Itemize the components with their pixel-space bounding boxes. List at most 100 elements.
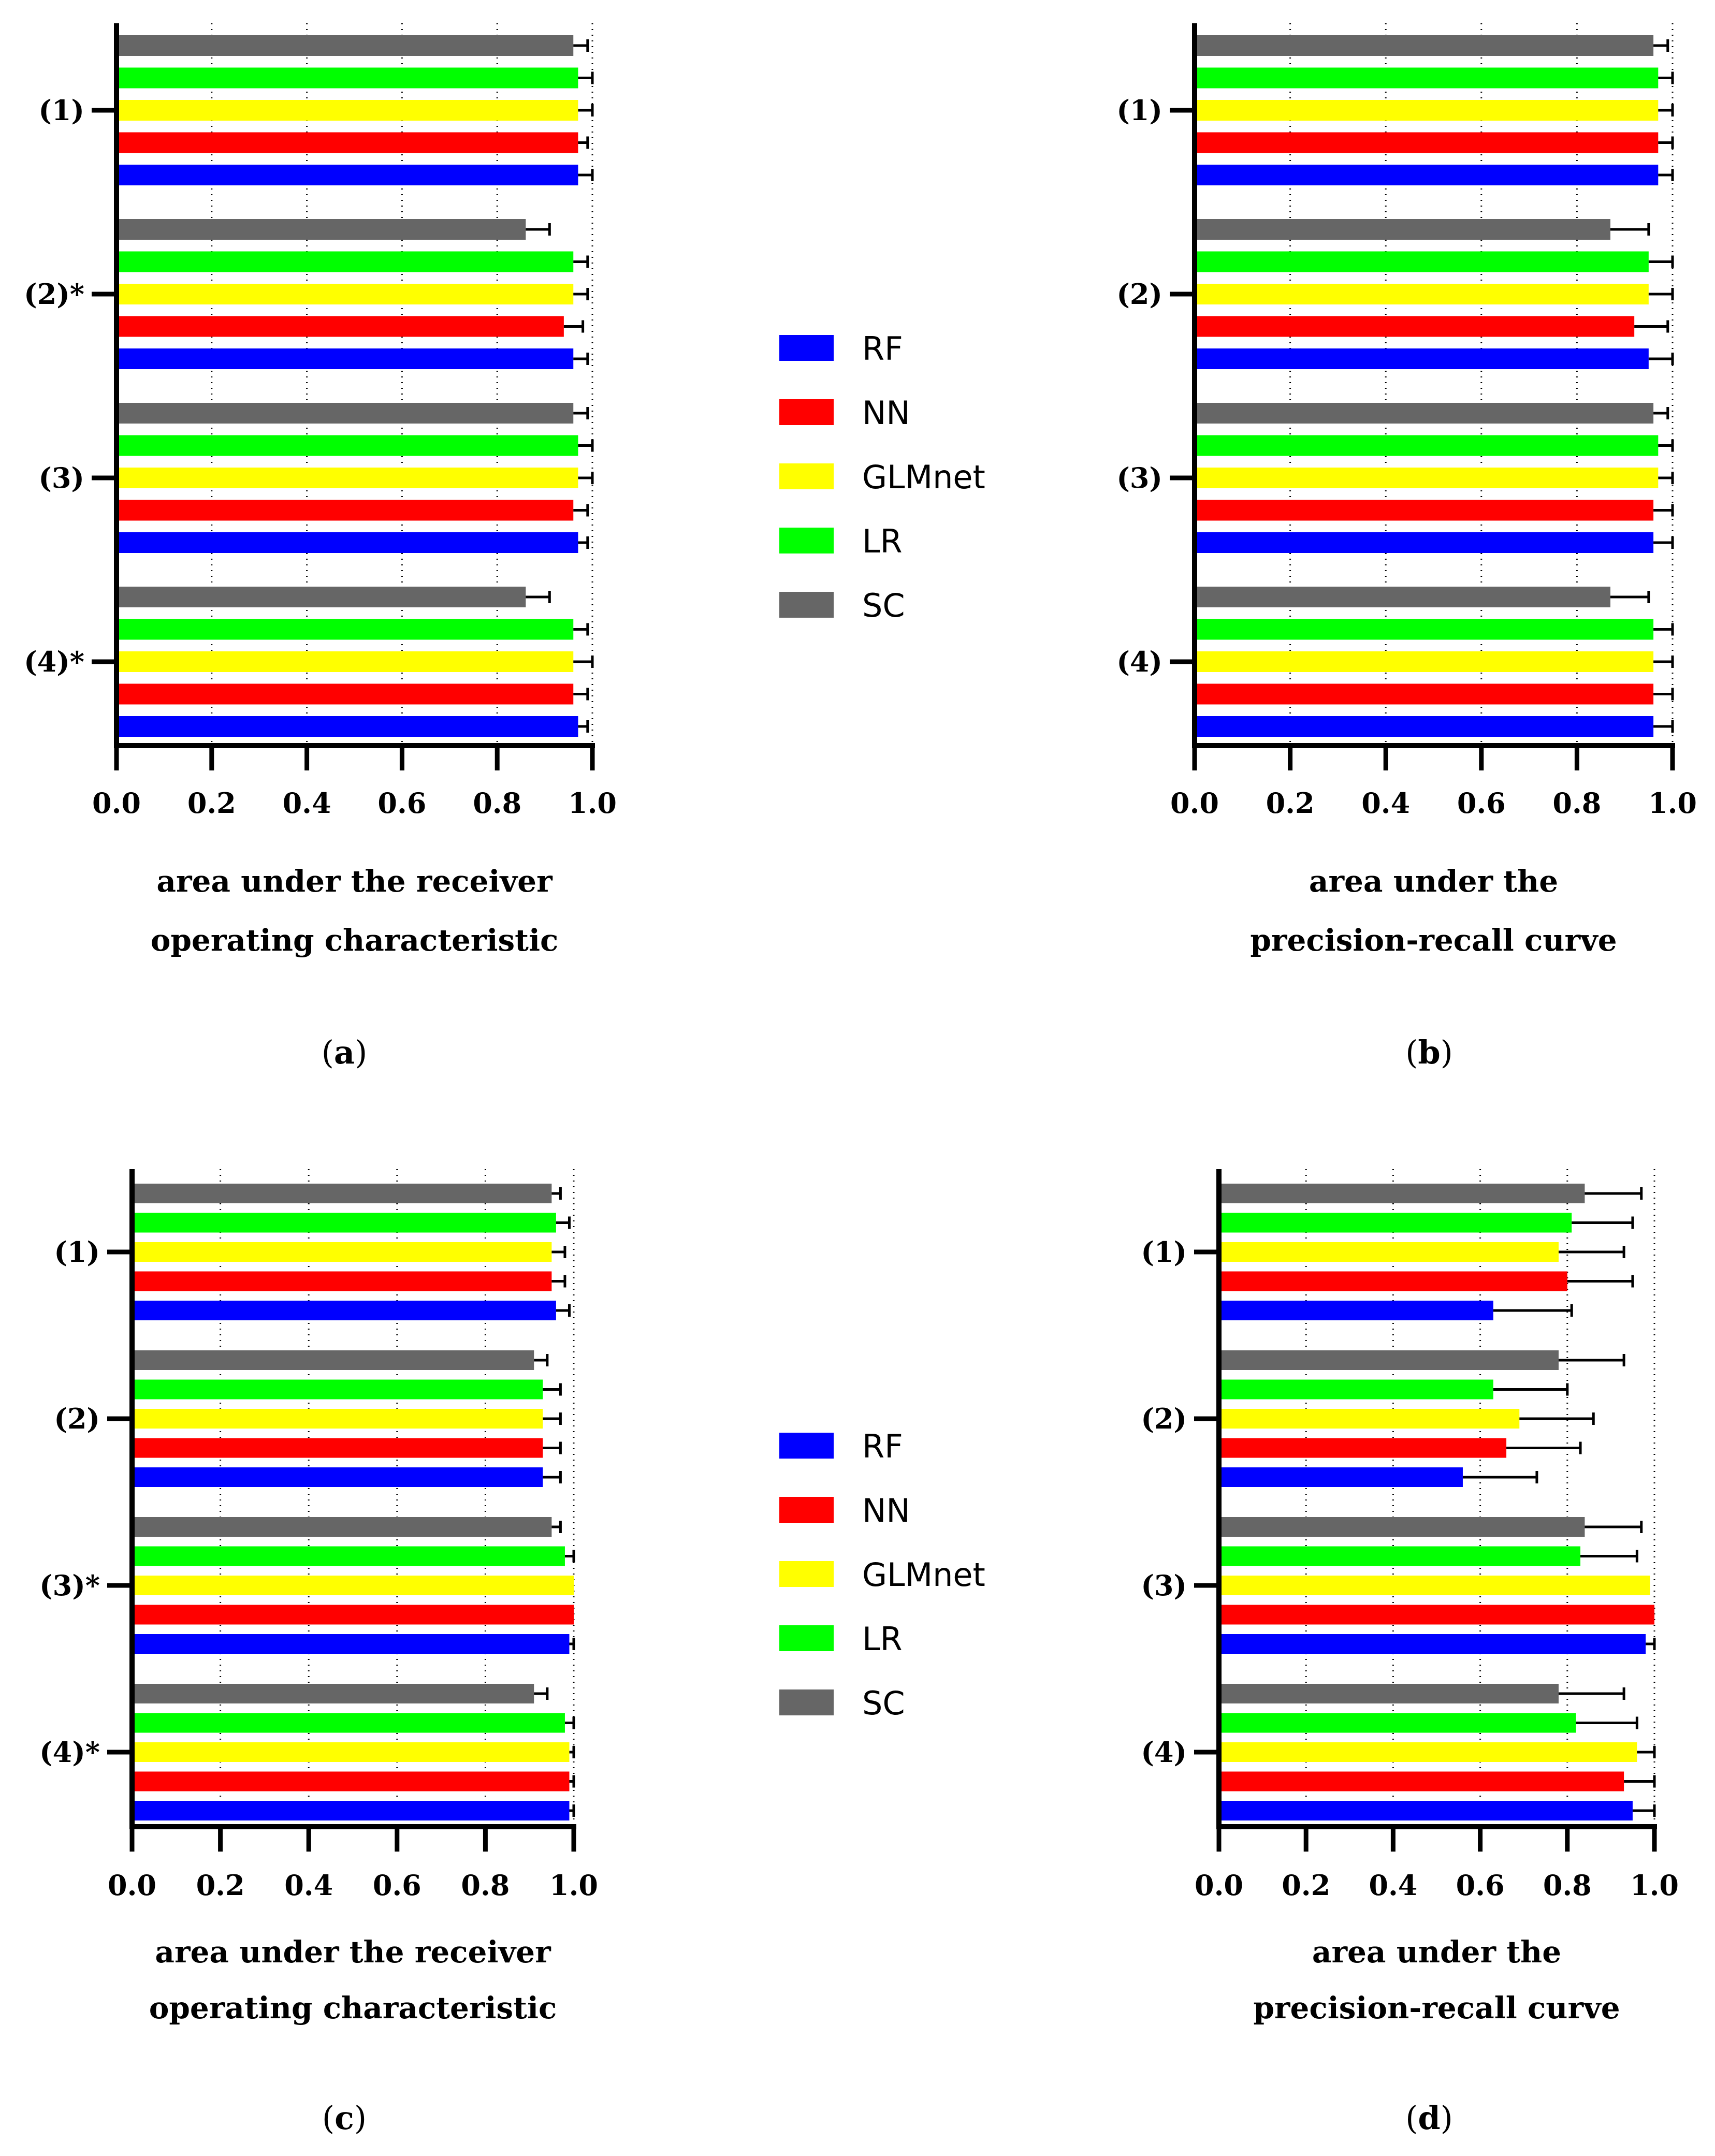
legend-swatch-sc: [779, 592, 834, 618]
bar-sc-1: [1219, 1184, 1585, 1203]
x-tick-label: 0.0: [92, 786, 141, 820]
bar-lr-3: [1219, 1546, 1581, 1566]
bar-nn-1: [117, 132, 578, 153]
bar-nn-3: [1195, 500, 1654, 521]
x-tick-label: 0.2: [196, 1869, 245, 1902]
x-tick-label: 0.8: [1543, 1869, 1592, 1902]
legend-label-lr: LR: [862, 1620, 903, 1658]
bar-glmnet-4: [1195, 651, 1654, 672]
bar-sc-3: [132, 1517, 552, 1537]
bar-nn-1: [132, 1271, 552, 1291]
bar-nn-4: [117, 683, 574, 705]
x-tick-label: 0.0: [1170, 786, 1219, 820]
legend-swatch-glmnet: [779, 463, 834, 489]
chart-panel-c: (1) (2) (3)* (4)* 0.0 0.2 0.4 0.6 0.8 1.0 area und…: [39, 1169, 598, 2137]
x-tick-label: 0.8: [473, 786, 521, 820]
bar-lr-2: [1195, 251, 1649, 272]
y-tick-label: (3): [38, 461, 84, 494]
panel-label: (c): [322, 2099, 367, 2137]
y-tick-label: (3): [1116, 461, 1162, 494]
bar-lr-2: [117, 251, 574, 272]
bar-lr-1: [1219, 1213, 1572, 1233]
bar-rf-3: [117, 532, 578, 553]
x-axis-title-line-1: area under the receiver: [155, 1934, 551, 1970]
y-tick-label: (1): [38, 94, 84, 127]
y-tick-label: (2): [1141, 1402, 1187, 1435]
bar-nn-2: [1219, 1438, 1507, 1458]
y-tick-label: (2)*: [24, 278, 84, 311]
chart-panel-a: (1) (2)* (3) (4)* 0.0 0.2 0.4 0.6 0.8 1.0 area und…: [24, 23, 617, 1071]
bar-sc-4: [132, 1684, 534, 1703]
legend-label-rf: RF: [862, 1427, 903, 1465]
bar-lr-2: [1219, 1379, 1493, 1400]
x-tick-label: 0.4: [284, 1869, 333, 1902]
bar-sc-3: [1219, 1517, 1585, 1537]
x-axis-title-line-2: operating characteristic: [149, 1990, 557, 2026]
bar-nn-2: [1195, 316, 1635, 337]
panel-label: (a): [322, 1033, 368, 1071]
chart-panel-d: (1) (2) (3) (4) 0.0 0.2 0.4 0.6 0.8 1.0 area under…: [1141, 1169, 1679, 2137]
panel-label: (b): [1405, 1033, 1453, 1071]
bar-sc-3: [117, 403, 574, 424]
x-tick-label: 0.6: [1457, 786, 1506, 820]
legend-swatch-glmnet: [779, 1561, 834, 1587]
legend-label-nn: NN: [862, 394, 910, 432]
bar-lr-4: [132, 1713, 565, 1733]
y-tick-label: (1): [54, 1235, 100, 1269]
y-tick-label: (4)*: [24, 645, 84, 678]
legend-label-glmnet: GLMnet: [862, 1556, 985, 1594]
x-axis-title-line-1: area under the receiver: [156, 864, 553, 899]
legend-2: RF NN GLMnet LR SC: [779, 1427, 985, 1722]
x-tick-label: 0.2: [1282, 1869, 1330, 1902]
bar-glmnet-4: [1219, 1742, 1637, 1762]
bar-lr-3: [132, 1546, 565, 1566]
legend-swatch-nn: [779, 399, 834, 425]
bar-lr-4: [1195, 619, 1654, 640]
y-tick-label: (2): [54, 1402, 100, 1435]
bar-rf-2: [1195, 348, 1649, 369]
bar-glmnet-1: [1195, 100, 1659, 121]
bar-rf-4: [117, 716, 578, 737]
x-tick-label: 0.4: [1361, 786, 1410, 820]
y-tick-label: (1): [1141, 1235, 1187, 1269]
bar-nn-3: [132, 1605, 574, 1625]
x-tick-label: 0.6: [377, 786, 426, 820]
bar-glmnet-1: [132, 1242, 552, 1262]
bar-rf-4: [132, 1801, 570, 1820]
y-tick-label: (2): [1116, 278, 1162, 311]
legend-swatch-nn: [779, 1497, 834, 1523]
x-tick-label: 0.0: [1195, 1869, 1243, 1902]
x-tick-label: 1.0: [549, 1869, 598, 1902]
x-axis-title-line-2: operating characteristic: [151, 923, 559, 958]
bar-rf-1: [132, 1301, 556, 1320]
bar-sc-1: [117, 35, 574, 56]
bar-sc-2: [1219, 1350, 1559, 1370]
legend-swatch-rf: [779, 1433, 834, 1459]
bar-lr-1: [117, 67, 578, 89]
y-tick-label: (3): [1141, 1569, 1187, 1602]
bar-nn-4: [1219, 1771, 1624, 1791]
bar-rf-3: [1219, 1634, 1646, 1654]
legend-label-sc: SC: [862, 1684, 905, 1722]
legend-swatch-sc: [779, 1689, 834, 1715]
bar-sc-2: [132, 1350, 534, 1370]
bar-rf-4: [1195, 716, 1654, 737]
bar-sc-2: [1195, 219, 1611, 240]
y-tick-label: (4): [1141, 1736, 1187, 1769]
bar-nn-1: [1195, 132, 1659, 153]
bar-rf-3: [132, 1634, 570, 1654]
x-tick-label: 0.0: [108, 1869, 156, 1902]
legend-label-sc: SC: [862, 587, 905, 624]
bar-rf-2: [117, 348, 574, 369]
legend-swatch-lr: [779, 1625, 834, 1651]
y-tick-label: (4)*: [39, 1736, 100, 1769]
bar-glmnet-2: [1219, 1409, 1520, 1429]
bar-nn-4: [1195, 683, 1654, 705]
bar-glmnet-2: [132, 1409, 543, 1429]
x-axis-title-line-1: area under the: [1312, 1934, 1561, 1970]
bar-glmnet-3: [117, 468, 578, 488]
bar-sc-1: [1195, 35, 1654, 56]
legend-label-rf: RF: [862, 330, 903, 368]
x-tick-label: 0.4: [283, 786, 331, 820]
